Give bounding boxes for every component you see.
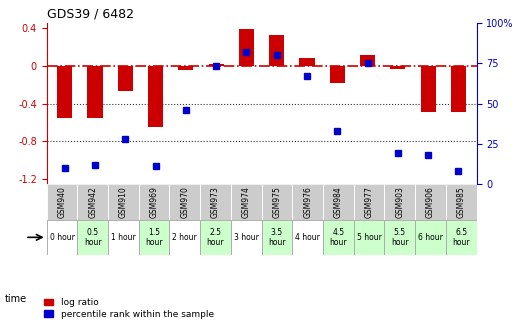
Text: 2.5
hour: 2.5 hour: [207, 228, 224, 247]
FancyBboxPatch shape: [262, 184, 292, 220]
FancyBboxPatch shape: [384, 220, 415, 255]
FancyBboxPatch shape: [200, 184, 231, 220]
Text: 6.5
hour: 6.5 hour: [452, 228, 470, 247]
FancyBboxPatch shape: [231, 220, 262, 255]
FancyBboxPatch shape: [108, 220, 139, 255]
FancyBboxPatch shape: [262, 220, 292, 255]
Text: 4.5
hour: 4.5 hour: [329, 228, 347, 247]
Text: GSM942: GSM942: [88, 186, 97, 218]
FancyBboxPatch shape: [139, 220, 169, 255]
FancyBboxPatch shape: [354, 184, 384, 220]
Bar: [330, 66, 345, 83]
Text: 1.5
hour: 1.5 hour: [145, 228, 163, 247]
Text: 5.5
hour: 5.5 hour: [391, 228, 409, 247]
Bar: [118, 66, 133, 91]
Bar: [390, 66, 406, 69]
Bar: [57, 66, 73, 118]
Bar: [209, 64, 224, 66]
Text: GSM984: GSM984: [334, 186, 343, 218]
Text: 4 hour: 4 hour: [295, 233, 320, 242]
FancyBboxPatch shape: [200, 220, 231, 255]
Text: 2 hour: 2 hour: [172, 233, 197, 242]
Text: GSM973: GSM973: [211, 186, 220, 218]
Text: GSM969: GSM969: [150, 186, 159, 218]
Text: GSM977: GSM977: [365, 186, 373, 218]
FancyBboxPatch shape: [139, 184, 169, 220]
FancyBboxPatch shape: [47, 220, 77, 255]
FancyBboxPatch shape: [169, 220, 200, 255]
FancyBboxPatch shape: [77, 184, 108, 220]
Text: GSM903: GSM903: [395, 186, 404, 218]
Bar: [178, 66, 193, 70]
Text: GSM940: GSM940: [57, 186, 66, 218]
Bar: [239, 28, 254, 66]
FancyBboxPatch shape: [169, 184, 200, 220]
Text: 0 hour: 0 hour: [50, 233, 75, 242]
Text: 6 hour: 6 hour: [418, 233, 443, 242]
Text: GSM985: GSM985: [457, 186, 466, 218]
Bar: [451, 66, 466, 112]
FancyBboxPatch shape: [77, 220, 108, 255]
FancyBboxPatch shape: [415, 220, 446, 255]
Text: time: time: [5, 294, 27, 304]
Bar: [269, 35, 284, 66]
Text: GSM974: GSM974: [242, 186, 251, 218]
FancyBboxPatch shape: [323, 184, 354, 220]
FancyBboxPatch shape: [415, 184, 446, 220]
Text: 3.5
hour: 3.5 hour: [268, 228, 286, 247]
Text: 5 hour: 5 hour: [356, 233, 382, 242]
Bar: [299, 58, 314, 66]
Legend: log ratio, percentile rank within the sample: log ratio, percentile rank within the sa…: [41, 295, 218, 322]
FancyBboxPatch shape: [354, 220, 384, 255]
FancyBboxPatch shape: [446, 184, 477, 220]
Text: GSM910: GSM910: [119, 186, 128, 218]
Text: GSM976: GSM976: [303, 186, 312, 218]
Bar: [88, 66, 103, 118]
Text: 0.5
hour: 0.5 hour: [84, 228, 102, 247]
Text: GSM970: GSM970: [180, 186, 189, 218]
FancyBboxPatch shape: [292, 220, 323, 255]
Text: 1 hour: 1 hour: [111, 233, 136, 242]
Text: GDS39 / 6482: GDS39 / 6482: [47, 7, 134, 20]
FancyBboxPatch shape: [47, 184, 77, 220]
FancyBboxPatch shape: [231, 184, 262, 220]
FancyBboxPatch shape: [108, 184, 139, 220]
FancyBboxPatch shape: [292, 184, 323, 220]
Text: GSM906: GSM906: [426, 186, 435, 218]
FancyBboxPatch shape: [446, 220, 477, 255]
Text: GSM975: GSM975: [272, 186, 281, 218]
Text: 3 hour: 3 hour: [234, 233, 258, 242]
FancyBboxPatch shape: [384, 184, 415, 220]
FancyBboxPatch shape: [323, 220, 354, 255]
Bar: [421, 66, 436, 112]
Bar: [360, 55, 375, 66]
Bar: [148, 66, 163, 127]
